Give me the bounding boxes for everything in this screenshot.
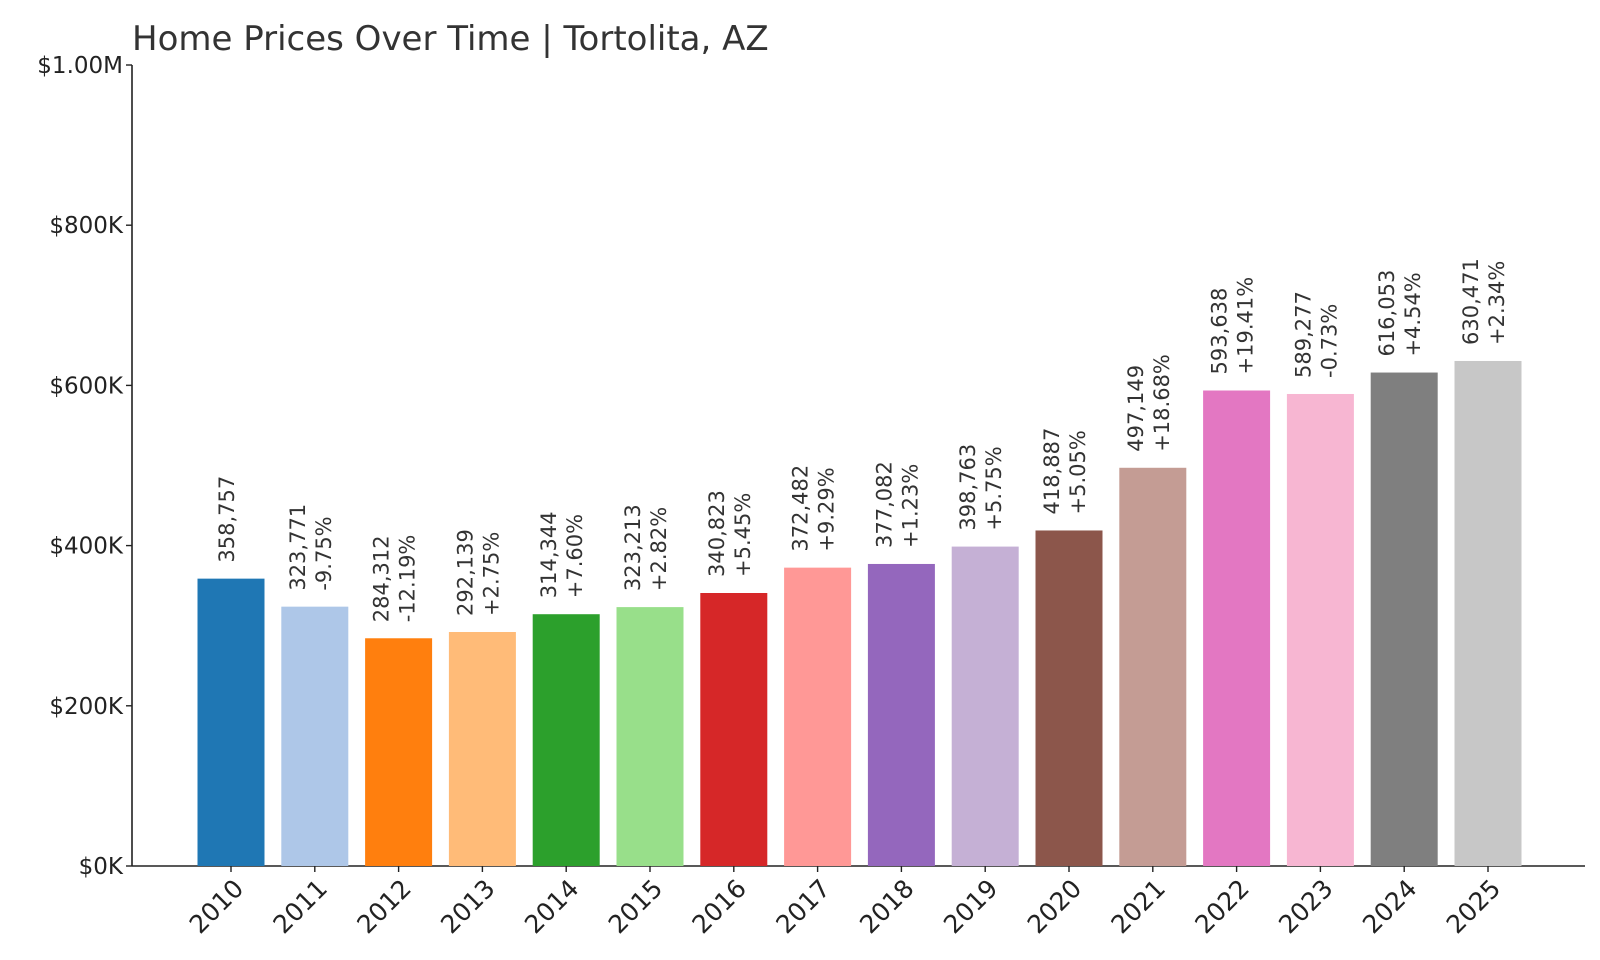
x-tick-label: 2020: [1022, 874, 1087, 939]
x-tick-label: 2010: [184, 874, 249, 939]
bar-value-label: 418,887: [1040, 428, 1064, 515]
bar-change-label: +7.60%: [563, 514, 587, 598]
x-tick-label: 2021: [1106, 874, 1171, 939]
bar-value-label: 593,638: [1208, 288, 1232, 375]
bar-value-label: 323,771: [286, 504, 310, 591]
y-tick-label: $200K: [49, 694, 124, 720]
x-tick-label: 2012: [351, 874, 416, 939]
x-tick-label: 2016: [687, 874, 752, 939]
bar-change-label: +4.54%: [1401, 272, 1425, 356]
x-tick-label: 2013: [435, 874, 500, 939]
bar-value-label: 497,149: [1124, 365, 1148, 452]
x-tick-label: 2015: [603, 874, 668, 939]
x-tick-label: 2022: [1189, 874, 1254, 939]
bar-value-label: 589,277: [1291, 291, 1315, 378]
bar-value-label: 630,471: [1459, 258, 1483, 345]
bar-value-label: 292,139: [453, 529, 477, 616]
bar-change-label: +5.05%: [1066, 430, 1090, 514]
bar-2022: [1203, 390, 1271, 866]
bar-2021: [1119, 467, 1187, 866]
bar-2011: [281, 606, 349, 866]
chart-title: Home Prices Over Time | Tortolita, AZ: [132, 19, 769, 59]
bar-value-label: 377,082: [872, 461, 896, 548]
bar-value-label: 616,053: [1375, 270, 1399, 357]
bar-2015: [616, 607, 684, 866]
value-labels: 358,757 323,771 -9.75% 284,312 -12.19% 292,13…: [215, 258, 1509, 622]
bar-2023: [1286, 393, 1354, 866]
bar-2012: [365, 638, 433, 866]
bar-2016: [700, 593, 768, 866]
y-tick-label: $800K: [49, 213, 124, 239]
bar-change-label: +9.29%: [815, 467, 839, 551]
bar-2013: [448, 632, 516, 866]
x-tick-label: 2023: [1273, 874, 1338, 939]
bar-2024: [1370, 372, 1438, 866]
x-tick-label: 2011: [268, 874, 333, 939]
bar-value-label: 284,312: [370, 535, 394, 622]
y-tick-label: $0K: [79, 854, 124, 880]
bar-2017: [784, 567, 852, 866]
y-tick-label: $400K: [49, 534, 124, 560]
y-axis: $0K $200K $400K $600K $800K $1.00M: [37, 53, 133, 880]
bar-change-label: -0.73%: [1317, 304, 1341, 378]
bar-change-label: +2.34%: [1485, 261, 1509, 345]
x-tick-label: 2024: [1357, 874, 1422, 939]
bar-value-label: 398,763: [956, 444, 980, 531]
x-axis: 2010 2011 2012 2013 2014 2015 2016 2017 2018 2019…: [132, 865, 1585, 939]
bar-change-label: +19.41%: [1234, 277, 1258, 375]
bar-2019: [951, 546, 1019, 866]
y-tick-label: $1.00M: [37, 53, 123, 79]
bar-2014: [532, 614, 600, 866]
bar-2025: [1454, 360, 1522, 866]
bar-change-label: -9.75%: [312, 516, 336, 590]
bar-2020: [1035, 530, 1103, 866]
bar-change-label: +2.82%: [647, 507, 671, 591]
bar-change-label: +5.75%: [982, 446, 1006, 530]
bar-2018: [867, 563, 935, 866]
bar-value-label: 340,823: [705, 490, 729, 577]
bar-change-label: -12.19%: [396, 535, 420, 623]
bar-change-label: +2.75%: [479, 532, 503, 616]
x-tick-label: 2017: [770, 874, 835, 939]
bar-value-label: 323,213: [621, 504, 645, 591]
bar-value-label: 314,344: [537, 511, 561, 598]
x-tick-label: 2014: [519, 874, 584, 939]
bar-change-label: +18.68%: [1150, 354, 1174, 452]
x-tick-label: 2025: [1441, 874, 1506, 939]
bar-change-label: +5.45%: [731, 493, 755, 577]
bars: [197, 360, 1522, 866]
bar-value-label: 372,482: [789, 465, 813, 552]
x-tick-label: 2018: [854, 874, 919, 939]
x-tick-label: 2019: [938, 874, 1003, 939]
bar-2010: [197, 578, 265, 866]
y-tick-label: $600K: [49, 373, 124, 399]
bar-change-label: +1.23%: [898, 464, 922, 548]
bar-value-label: 358,757: [215, 476, 239, 563]
